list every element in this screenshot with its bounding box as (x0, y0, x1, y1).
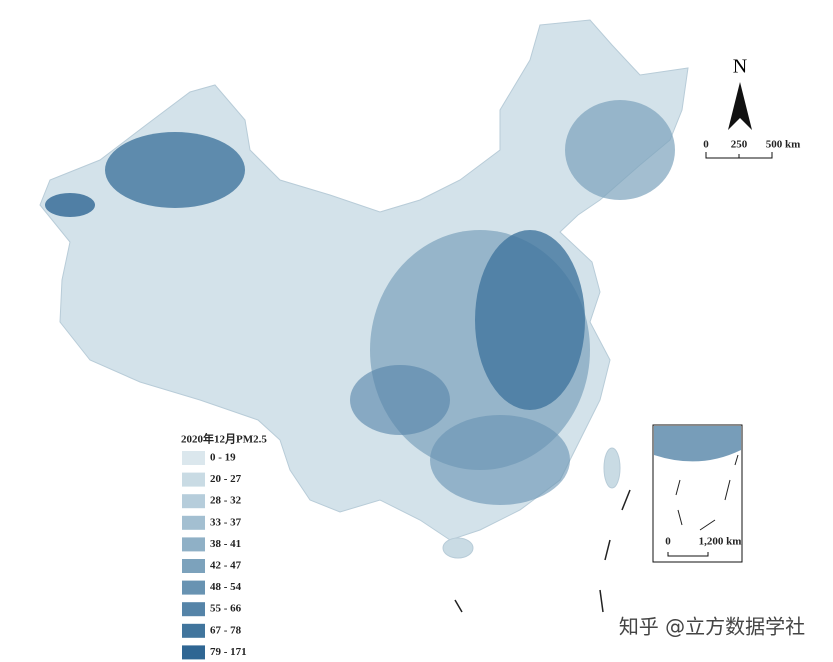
legend-swatch (182, 602, 205, 617)
legend-swatch (182, 645, 205, 660)
legend-swatch (182, 515, 205, 530)
inset-land (654, 426, 741, 462)
legend-label: 42 - 47 (210, 560, 242, 572)
scale-label: 250 (731, 139, 748, 151)
legend-label: 33 - 37 (210, 516, 242, 528)
legend-swatch (182, 559, 205, 573)
legend-swatch (182, 472, 205, 487)
region-shade (475, 230, 585, 410)
legend-swatch (182, 494, 205, 509)
inset-scale-label: 1,200 km (699, 536, 742, 548)
legend-label: 0 - 19 (210, 452, 236, 464)
north-arrow: N (728, 56, 752, 130)
scale-bar: 0 250 500 km (703, 139, 801, 159)
region-shade (350, 365, 450, 435)
legend-label: 20 - 27 (210, 473, 242, 485)
legend-swatch (182, 451, 205, 465)
legend-label: 48 - 54 (210, 581, 242, 593)
inset-scale-line (667, 552, 709, 557)
region-shade (105, 132, 245, 208)
legend-label: 38 - 41 (210, 538, 241, 550)
legend-label: 55 - 66 (210, 603, 242, 615)
legend-label: 67 - 78 (210, 624, 242, 636)
legend-swatch (182, 623, 205, 638)
inset: 0 1,200 km (652, 424, 743, 563)
legend-label: 79 - 171 (210, 646, 247, 658)
legend-swatch (182, 580, 205, 595)
country-outline (39, 19, 689, 541)
scale-label: 500 km (766, 139, 801, 151)
scale-label: 0 (703, 139, 709, 151)
dash-line (454, 489, 631, 613)
scale-line (705, 152, 773, 159)
arrow (728, 82, 752, 130)
legend-title: 2020年12月PM2.5 (181, 432, 267, 446)
taiwan (603, 447, 621, 489)
legend: 2020年12月PM2.5 0 - 19 20 - 27 28 - 32 33 - 3… (181, 432, 267, 660)
watermark: 知乎 @立方数据学社 (619, 615, 805, 639)
region-shade (45, 193, 95, 217)
legend-label: 28 - 32 (210, 495, 242, 507)
north-label: N (733, 56, 747, 78)
china-map (39, 19, 689, 613)
inset-scale-label: 0 (665, 536, 671, 548)
hainan (442, 537, 474, 559)
legend-swatch (182, 537, 205, 552)
region-shade (430, 415, 570, 505)
region-shade (565, 100, 675, 200)
inset-dash (675, 454, 739, 531)
